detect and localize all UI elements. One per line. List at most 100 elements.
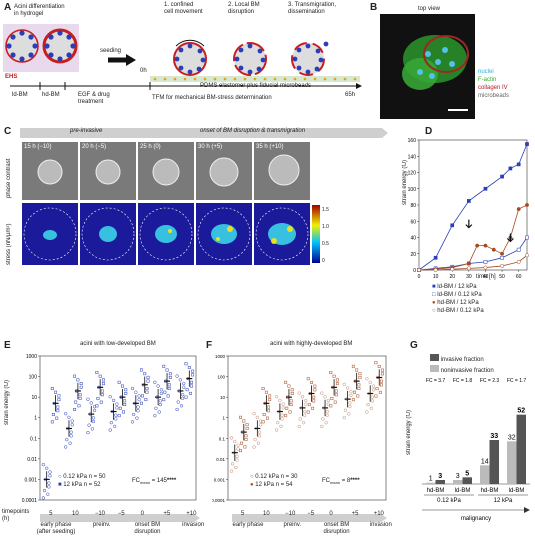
point-e bbox=[137, 397, 141, 402]
point-f bbox=[300, 395, 305, 399]
point-e bbox=[136, 405, 140, 409]
xcat-g: hd-BM bbox=[427, 488, 445, 494]
bar-label-invasive: 52 bbox=[517, 408, 525, 415]
legend-nuclei: nuclei bbox=[478, 69, 494, 75]
point-f bbox=[313, 388, 317, 392]
legend-f-2: 12 kPa n = 54 bbox=[255, 482, 293, 488]
point-e bbox=[118, 406, 122, 410]
point-d bbox=[450, 267, 455, 272]
legend-d-3: hd-BM / 12 kPa bbox=[437, 300, 479, 306]
timepoint-e: +10 bbox=[186, 511, 197, 517]
point-f bbox=[370, 395, 375, 399]
point-f bbox=[325, 413, 329, 417]
fc-e-value: = 145 bbox=[151, 478, 167, 484]
point-e bbox=[48, 474, 52, 478]
series-line-d-3 bbox=[419, 255, 528, 271]
point-f bbox=[369, 406, 373, 410]
xtick-label-d: 0 bbox=[418, 274, 421, 280]
chart-f-legend: ○ 0.12 kPa n = 30 ● 12 kPa n = 54 bbox=[250, 474, 298, 488]
point-e bbox=[112, 424, 117, 428]
point-e bbox=[48, 470, 52, 474]
point-e bbox=[41, 462, 46, 467]
point-f bbox=[353, 390, 356, 394]
chart-f: 1000 100 10 1 0.1 0.01 0.001 0.0001 bbox=[212, 354, 387, 503]
point-e bbox=[74, 400, 78, 404]
point-d bbox=[466, 199, 471, 203]
sub-label-g: 12 kPa bbox=[494, 498, 513, 504]
point-d bbox=[516, 162, 521, 167]
point-f bbox=[264, 390, 268, 394]
point-f bbox=[381, 372, 384, 376]
point-e bbox=[70, 419, 74, 423]
point-d bbox=[525, 253, 529, 258]
point-e bbox=[89, 401, 93, 405]
point-e bbox=[92, 405, 97, 409]
point-e bbox=[159, 388, 164, 392]
point-f bbox=[284, 414, 288, 418]
cbar-tick-1: 1.5 bbox=[322, 207, 329, 213]
panel-b-title: top view bbox=[418, 6, 441, 12]
point-f bbox=[342, 416, 346, 420]
point-d bbox=[483, 186, 488, 191]
fc-f-value: = 8 bbox=[341, 478, 351, 484]
point-f bbox=[357, 383, 361, 387]
timepoint-f: +5 bbox=[351, 511, 359, 517]
fc-label-g: FC = 1.8 bbox=[453, 378, 473, 384]
point-f bbox=[261, 387, 265, 390]
point-f bbox=[306, 410, 310, 414]
fc-label-g: FC = 3.7 bbox=[426, 378, 446, 384]
point-f bbox=[324, 421, 328, 425]
bar-noninvasive bbox=[453, 480, 463, 484]
point-f bbox=[334, 389, 338, 393]
chart-f-title: acini with highly-developed BM bbox=[270, 341, 353, 347]
point-f bbox=[348, 404, 352, 409]
legend-microbeads: microbeads bbox=[478, 93, 510, 99]
point-f bbox=[366, 402, 370, 407]
point-f bbox=[257, 434, 262, 438]
point-e bbox=[157, 410, 161, 414]
timepoint-f: −5 bbox=[307, 511, 315, 517]
chart-d-xlabel: time [h] bbox=[476, 274, 496, 280]
point-f bbox=[274, 428, 279, 432]
timepoint-f: +10 bbox=[373, 511, 384, 517]
point-e bbox=[65, 437, 69, 442]
legend-f-1: 0.12 kPa n = 30 bbox=[255, 474, 298, 480]
point-f bbox=[355, 368, 359, 372]
point-e bbox=[184, 395, 188, 399]
point-e bbox=[124, 388, 128, 392]
point-e bbox=[176, 400, 180, 404]
ytick-label-f: 1000 bbox=[215, 354, 226, 359]
point-e bbox=[130, 420, 135, 424]
point-e bbox=[167, 383, 171, 387]
stress-map-3 bbox=[138, 203, 194, 265]
point-f bbox=[236, 443, 240, 447]
point-f bbox=[330, 396, 334, 400]
point-e bbox=[45, 466, 49, 470]
point-f bbox=[235, 458, 239, 462]
point-e bbox=[73, 374, 77, 378]
pre-invasive-label: pre-invasive bbox=[70, 128, 103, 134]
timepoint-e: 10 bbox=[72, 511, 79, 517]
ytick-label-f: 10 bbox=[220, 395, 226, 400]
ytick-label-d: 80 bbox=[410, 203, 416, 209]
chart-g-ylabel: strain energy (fJ) bbox=[406, 410, 412, 456]
point-f bbox=[329, 404, 333, 408]
point-e bbox=[56, 405, 60, 409]
panel-label-c: C bbox=[4, 126, 12, 137]
ytick-label-e: 0.01 bbox=[27, 457, 37, 463]
point-d bbox=[525, 142, 529, 146]
arrow-d-1 bbox=[465, 219, 473, 229]
tp-row-e: 5 10 −10 −5 0 +5 +10 bbox=[40, 510, 200, 522]
point-e bbox=[96, 396, 100, 400]
point-d bbox=[483, 265, 488, 270]
point-f bbox=[378, 390, 382, 394]
point-e bbox=[143, 372, 147, 376]
point-f bbox=[329, 371, 333, 374]
point-e bbox=[86, 430, 90, 435]
chart-e-title: acini with low-developed BM bbox=[80, 341, 156, 347]
point-f bbox=[342, 382, 346, 386]
groups-e: early phase (after seeding) preinv. onset … bbox=[37, 522, 204, 548]
point-d bbox=[525, 203, 529, 207]
tp-bar-e bbox=[40, 514, 200, 522]
point-e bbox=[67, 415, 71, 420]
